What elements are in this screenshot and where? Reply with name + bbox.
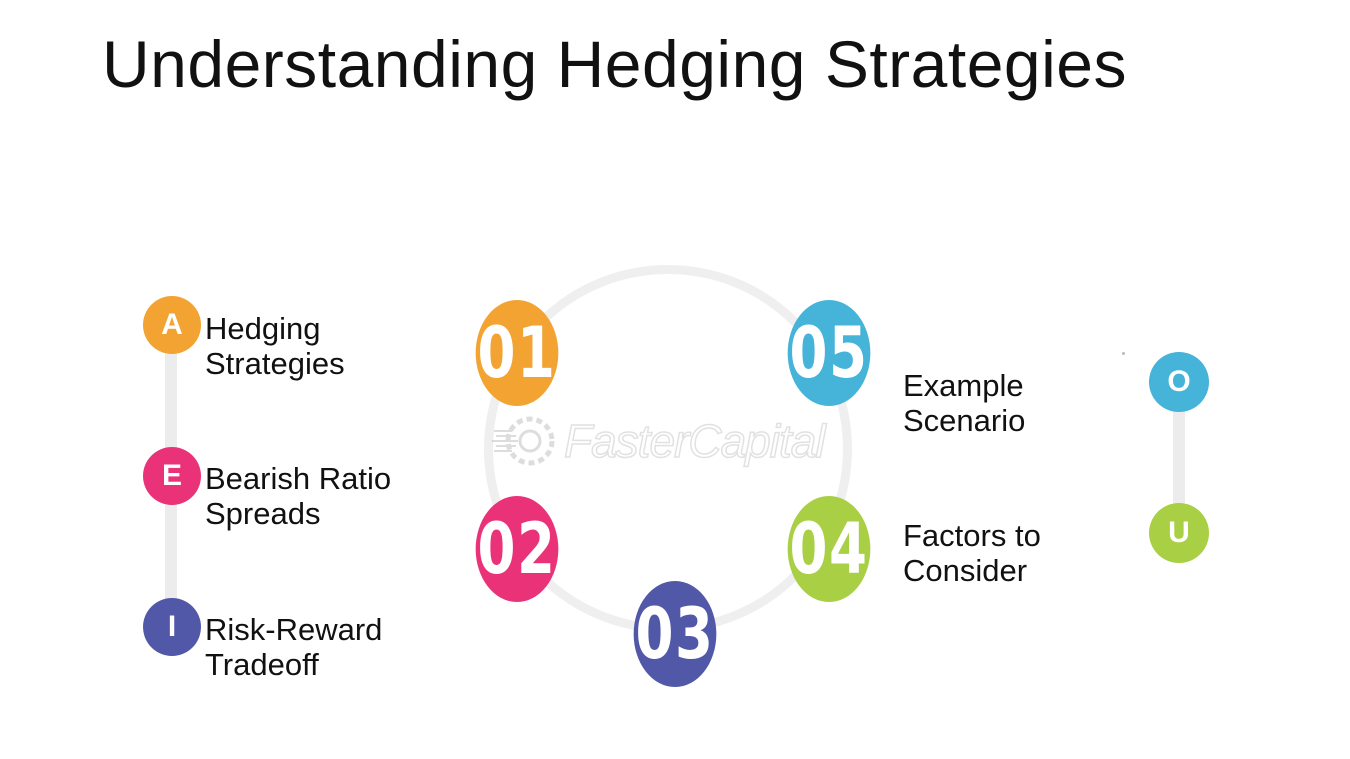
step-05-number: 05 [789,312,869,394]
step-01-number: 01 [477,312,557,394]
label-factors-to-consider: Factors to Consider [903,518,1041,588]
step-02-number: 02 [477,508,557,590]
speck [1122,352,1125,355]
step-02-badge: 02 [475,496,559,602]
badge-e-letter: E [161,459,182,492]
badge-u-letter: U [1168,516,1190,549]
label-bearish-ratio-spreads: Bearish Ratio Spreads [205,461,392,531]
step-03-number: 03 [635,593,715,675]
gear-logo-icon [492,416,555,466]
step-04-badge: 04 [787,496,871,602]
watermark-text: FasterCapital [563,414,826,468]
page-title: Understanding Hedging Strategies [102,27,1127,101]
badge-o: O [1149,352,1209,412]
badge-a-letter: A [161,308,183,341]
badge-i: I [143,598,201,656]
step-01-badge: 01 [475,300,559,406]
badge-a: A [143,296,201,354]
label-risk-reward-tradeoff: Risk-Reward Tradeoff [205,612,383,682]
label-hedging-strategies: Hedging Strategies [205,311,345,381]
badge-u: U [1149,503,1209,563]
label-example-scenario: Example Scenario [903,368,1026,438]
step-05-badge: 05 [787,300,871,406]
badge-i-letter: I [167,610,177,643]
badge-e: E [143,447,201,505]
step-04-number: 04 [789,508,869,590]
badge-o-letter: O [1167,365,1191,398]
watermark: FasterCapital [492,408,826,474]
right-connector-rail [1173,390,1185,530]
step-03-badge: 03 [633,581,717,687]
